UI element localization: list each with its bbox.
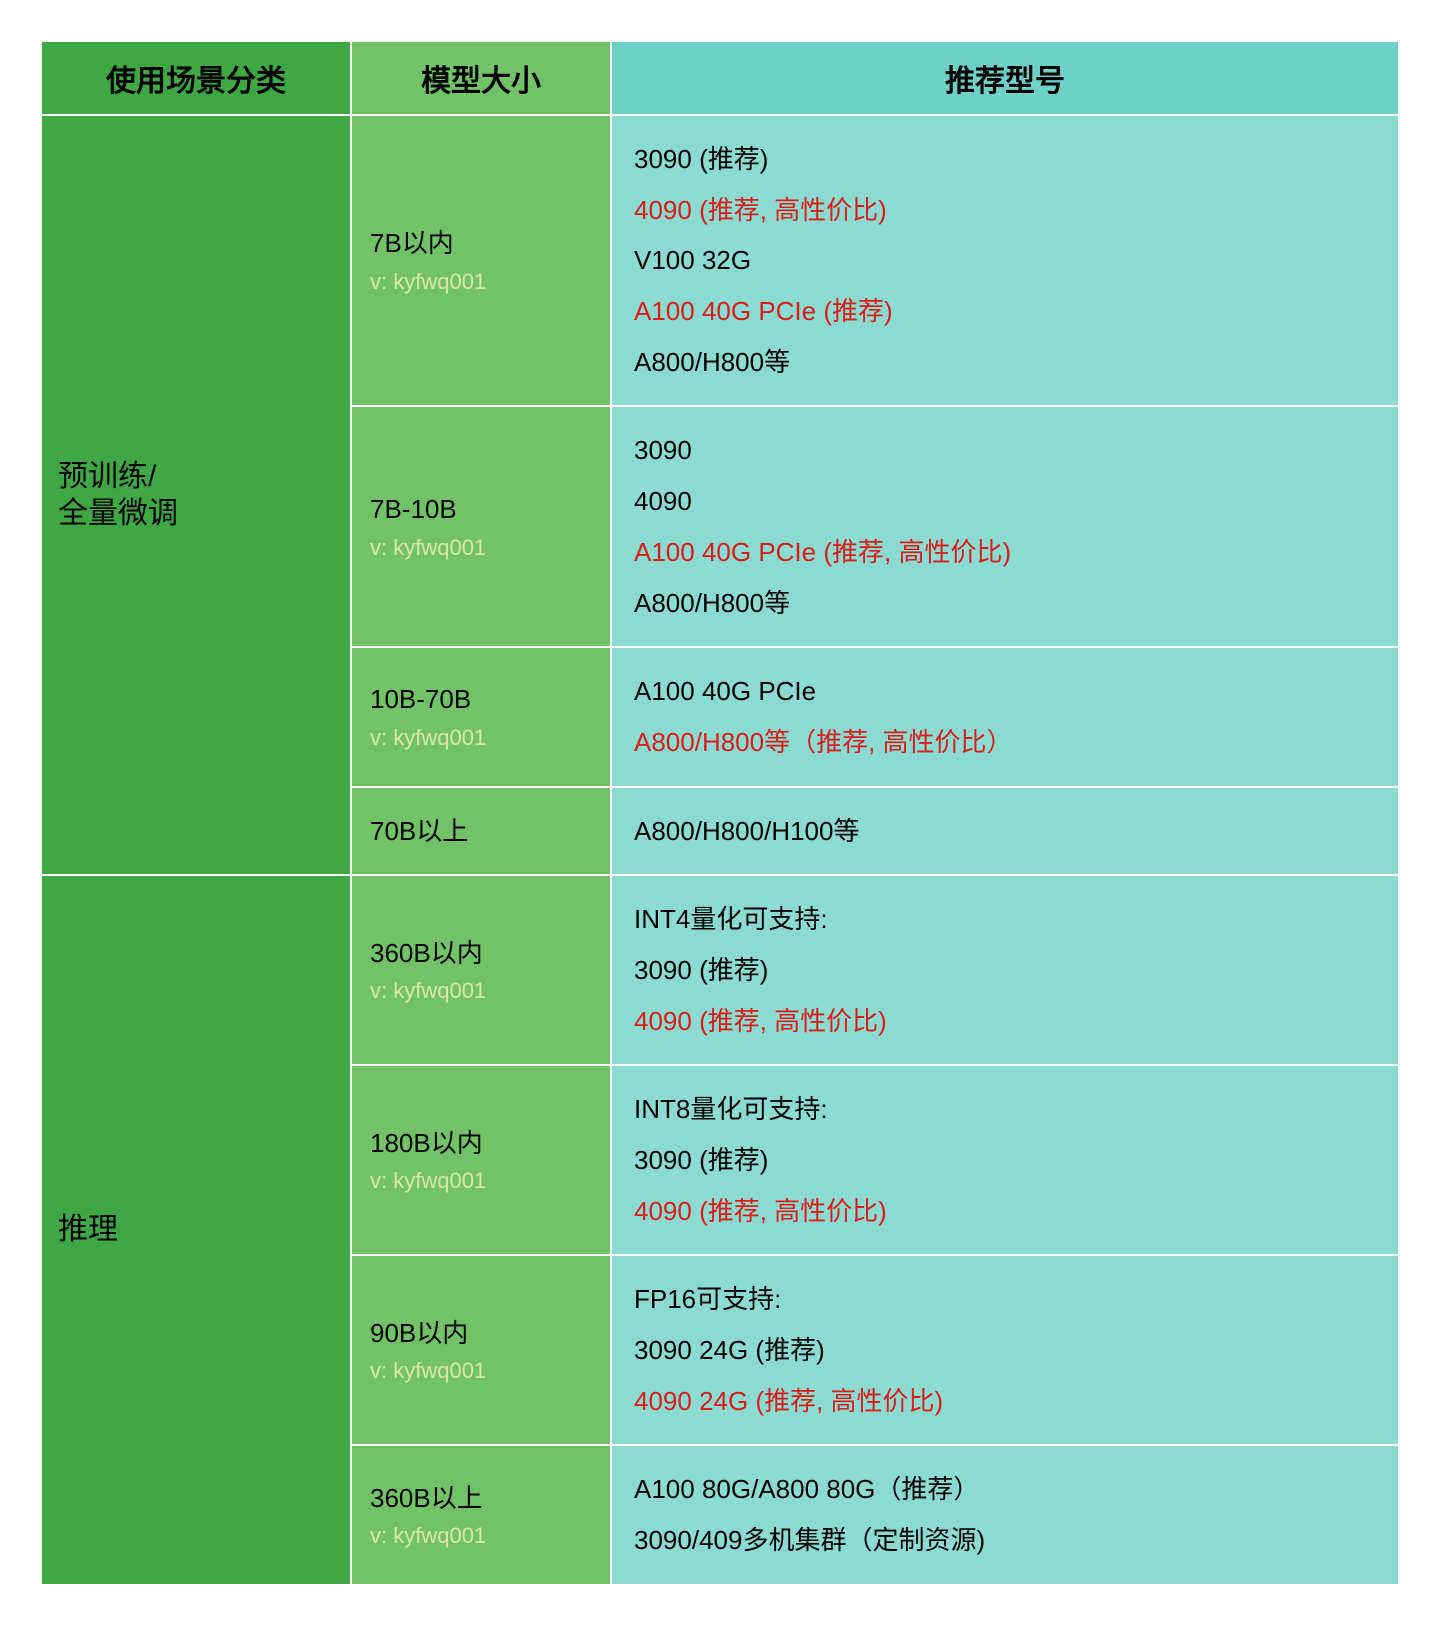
recommendation-line: 3090 (推荐) — [634, 134, 1376, 185]
recommendation-line: FP16可支持: — [634, 1274, 1376, 1325]
recommendation-cell: 3090 (推荐)4090 (推荐, 高性价比)V100 32GA100 40G… — [611, 115, 1399, 406]
header-rec: 推荐型号 — [611, 41, 1399, 115]
recommendation-line: A100 80G/A800 80G（推荐） — [634, 1464, 1376, 1515]
watermark-text: v: kyfwq001 — [370, 534, 592, 563]
size-label: 180B以内 — [370, 1125, 592, 1161]
recommendation-cell: INT4量化可支持:3090 (推荐)4090 (推荐, 高性价比) — [611, 875, 1399, 1065]
recommendation-line: A800/H800等 — [634, 337, 1376, 388]
size-cell: 360B以内 v: kyfwq001 — [351, 875, 611, 1065]
recommendation-line: 3090 (推荐) — [634, 1135, 1376, 1186]
watermark-text: v: kyfwq001 — [370, 977, 592, 1006]
size-label: 360B以内 — [370, 935, 592, 971]
recommendation-line: A800/H800等（推荐, 高性价比） — [634, 717, 1376, 768]
gpu-recommendation-table: 使用场景分类 模型大小 推荐型号 预训练/全量微调 7B以内 v: kyfwq001… — [40, 40, 1400, 1586]
watermark-text: v: kyfwq001 — [370, 268, 592, 297]
size-label: 360B以上 — [370, 1480, 592, 1516]
size-cell: 10B-70B v: kyfwq001 — [351, 647, 611, 786]
recommendation-cell: 30904090A100 40G PCIe (推荐, 高性价比)A800/H80… — [611, 406, 1399, 647]
size-label: 7B-10B — [370, 491, 592, 527]
recommendation-line: A800/H800/H100等 — [634, 806, 1376, 857]
header-scene: 使用场景分类 — [41, 41, 351, 115]
size-cell: 360B以上 v: kyfwq001 — [351, 1445, 611, 1584]
size-label: 70B以上 — [370, 813, 592, 849]
watermark-text: v: kyfwq001 — [370, 1167, 592, 1196]
watermark-text: v: kyfwq001 — [370, 1522, 592, 1551]
size-label: 90B以内 — [370, 1315, 592, 1351]
size-cell: 90B以内 v: kyfwq001 — [351, 1255, 611, 1445]
recommendation-line: 3090 24G (推荐) — [634, 1325, 1376, 1376]
table-row: 预训练/全量微调7B以内v: kyfwq0013090 (推荐)4090 (推荐… — [41, 115, 1399, 406]
recommendation-line: 4090 — [634, 476, 1376, 527]
recommendation-line: A100 40G PCIe (推荐, 高性价比) — [634, 527, 1376, 578]
recommendation-line: INT8量化可支持: — [634, 1084, 1376, 1135]
header-size: 模型大小 — [351, 41, 611, 115]
size-label: 10B-70B — [370, 681, 592, 717]
watermark-text: v: kyfwq001 — [370, 1357, 592, 1386]
recommendation-cell: A100 40G PCIeA800/H800等（推荐, 高性价比） — [611, 647, 1399, 786]
size-label: 7B以内 — [370, 225, 592, 261]
size-cell: 7B-10B v: kyfwq001 — [351, 406, 611, 647]
recommendation-line: 3090/409多机集群（定制资源) — [634, 1515, 1376, 1566]
recommendation-line: INT4量化可支持: — [634, 894, 1376, 945]
table-header-row: 使用场景分类 模型大小 推荐型号 — [41, 41, 1399, 115]
recommendation-cell: FP16可支持:3090 24G (推荐)4090 24G (推荐, 高性价比) — [611, 1255, 1399, 1445]
recommendation-line: A800/H800等 — [634, 578, 1376, 629]
scene-cell: 预训练/全量微调 — [41, 115, 351, 875]
recommendation-line: 3090 (推荐) — [634, 945, 1376, 996]
recommendation-line: 4090 (推荐, 高性价比) — [634, 996, 1376, 1047]
scene-cell: 推理 — [41, 875, 351, 1585]
table-row: 推理360B以内v: kyfwq001INT4量化可支持:3090 (推荐)40… — [41, 875, 1399, 1065]
recommendation-cell: A100 80G/A800 80G（推荐）3090/409多机集群（定制资源) — [611, 1445, 1399, 1584]
recommendation-cell: A800/H800/H100等 — [611, 787, 1399, 876]
recommendation-line: 4090 (推荐, 高性价比) — [634, 185, 1376, 236]
recommendation-line: 4090 24G (推荐, 高性价比) — [634, 1376, 1376, 1427]
size-cell: 70B以上 — [351, 787, 611, 876]
recommendation-line: A100 40G PCIe — [634, 666, 1376, 717]
size-cell: 7B以内 v: kyfwq001 — [351, 115, 611, 406]
recommendation-line: 3090 — [634, 425, 1376, 476]
size-cell: 180B以内 v: kyfwq001 — [351, 1065, 611, 1255]
recommendation-cell: INT8量化可支持:3090 (推荐)4090 (推荐, 高性价比) — [611, 1065, 1399, 1255]
recommendation-line: A100 40G PCIe (推荐) — [634, 286, 1376, 337]
recommendation-line: 4090 (推荐, 高性价比) — [634, 1186, 1376, 1237]
watermark-text: v: kyfwq001 — [370, 724, 592, 753]
recommendation-line: V100 32G — [634, 235, 1376, 286]
